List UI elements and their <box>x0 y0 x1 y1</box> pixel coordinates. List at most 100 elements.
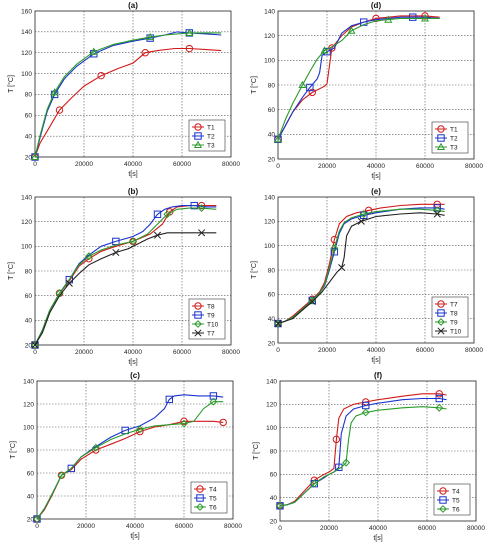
legend-marker <box>194 320 202 328</box>
data-point <box>84 252 93 261</box>
legend-marker <box>439 487 447 495</box>
x-tick-label: 60000 <box>416 163 434 170</box>
data-point <box>347 26 356 34</box>
y-tick-label: 20 <box>25 342 33 349</box>
y-tick-label: 140 <box>264 8 275 15</box>
x-tick-label: 20000 <box>75 349 93 356</box>
y-tick-label: 60 <box>268 107 276 114</box>
x-tick-label: 20000 <box>77 523 95 530</box>
y-tick-label: 140 <box>266 378 277 385</box>
data-point <box>361 408 370 417</box>
y-tick-label: 40 <box>268 132 276 139</box>
data-point <box>219 418 227 427</box>
plot-frame <box>277 10 475 160</box>
legend-marker <box>196 494 204 502</box>
series-line <box>34 31 222 158</box>
data-point <box>31 341 39 349</box>
data-point <box>298 80 307 89</box>
y-tick-label: 160 <box>21 8 32 15</box>
legend-marker <box>193 140 203 149</box>
legend-label: T9 <box>450 319 458 326</box>
legend-label: T6 <box>452 506 460 513</box>
legend-label: T4 <box>452 488 460 495</box>
chart-title: (d) <box>371 1 382 10</box>
legend-marker <box>194 329 202 337</box>
data-point <box>330 244 339 253</box>
data-point <box>55 106 64 114</box>
chart-title: (e) <box>371 187 381 196</box>
data-point <box>153 210 162 218</box>
y-tick-label: 80 <box>27 447 35 454</box>
data-point <box>435 403 444 412</box>
x-tick-label: 60000 <box>173 349 191 356</box>
data-point <box>135 425 144 434</box>
y-axis-label: T [°C] <box>7 75 15 93</box>
chart-panel: (d) 0 20000 40000 60000 80000 20 40 60 80 100 120 14… <box>250 1 483 180</box>
y-axis-label: T [°C] <box>9 441 17 459</box>
legend-label: T7 <box>207 330 215 337</box>
legend-marker <box>437 125 445 133</box>
legend-marker <box>437 318 445 326</box>
y-tick-label: 20 <box>27 516 35 523</box>
data-point <box>31 341 39 349</box>
plot-frame <box>279 380 477 522</box>
data-point <box>308 88 316 97</box>
data-point <box>338 264 346 272</box>
legend-marker <box>194 132 202 140</box>
series-line <box>34 32 222 158</box>
data-point <box>33 515 41 523</box>
y-tick-label: 20 <box>270 518 278 525</box>
x-tick-label: 80000 <box>224 523 242 530</box>
y-tick-label: 20 <box>268 340 276 347</box>
y-tick-label: 60 <box>27 470 35 477</box>
chart-panel: (a) 0 20000 40000 60000 80000 20 40 60 80 100 120 14… <box>7 1 240 178</box>
x-tick-label: 0 <box>276 163 280 170</box>
data-point <box>209 397 218 406</box>
data-point <box>180 417 188 425</box>
legend-marker <box>437 327 445 335</box>
data-point <box>65 279 73 287</box>
y-tick-label: 100 <box>266 425 277 432</box>
y-tick-label: 140 <box>21 29 32 36</box>
x-tick-label: 0 <box>33 161 37 168</box>
y-axis-label: T [°C] <box>250 76 258 94</box>
plot-frame <box>34 196 232 346</box>
data-point <box>360 18 368 26</box>
legend-marker <box>439 505 447 513</box>
x-tick-label: 20000 <box>318 347 336 354</box>
x-tick-label: 40000 <box>367 347 385 354</box>
data-point <box>308 298 316 306</box>
x-tick-label: 80000 <box>465 347 483 354</box>
x-tick-label: 80000 <box>222 349 240 356</box>
y-tick-label: 60 <box>25 293 33 300</box>
data-point <box>421 12 429 20</box>
legend-label: T3 <box>450 144 458 151</box>
data-point <box>180 419 188 428</box>
series-line <box>36 401 224 520</box>
data-point <box>153 231 162 239</box>
chart-panel: (c) 0 20000 40000 60000 80000 20 40 60 80 100 120 14… <box>9 371 242 540</box>
y-tick-label: 40 <box>27 493 35 500</box>
data-point <box>274 319 282 328</box>
legend-marker <box>196 503 204 511</box>
y-tick-label: 120 <box>264 219 275 226</box>
data-point <box>30 152 40 161</box>
series-line <box>279 393 447 507</box>
y-tick-label: 40 <box>25 133 33 140</box>
y-tick-label: 40 <box>25 318 33 325</box>
legend-label: T6 <box>209 504 217 511</box>
y-tick-label: 120 <box>21 219 32 226</box>
data-point <box>372 14 380 23</box>
data-point <box>163 210 172 219</box>
data-point <box>50 88 59 96</box>
legend-marker <box>437 300 445 308</box>
series-line <box>34 47 222 158</box>
legend-marker <box>437 309 445 317</box>
x-tick-label: 20000 <box>318 163 336 170</box>
x-tick-label: 60000 <box>175 523 193 530</box>
y-tick-label: 120 <box>264 33 275 40</box>
x-tick-label: 40000 <box>367 163 385 170</box>
y-tick-label: 100 <box>21 71 32 78</box>
data-point <box>198 229 206 237</box>
legend-marker <box>436 142 446 151</box>
